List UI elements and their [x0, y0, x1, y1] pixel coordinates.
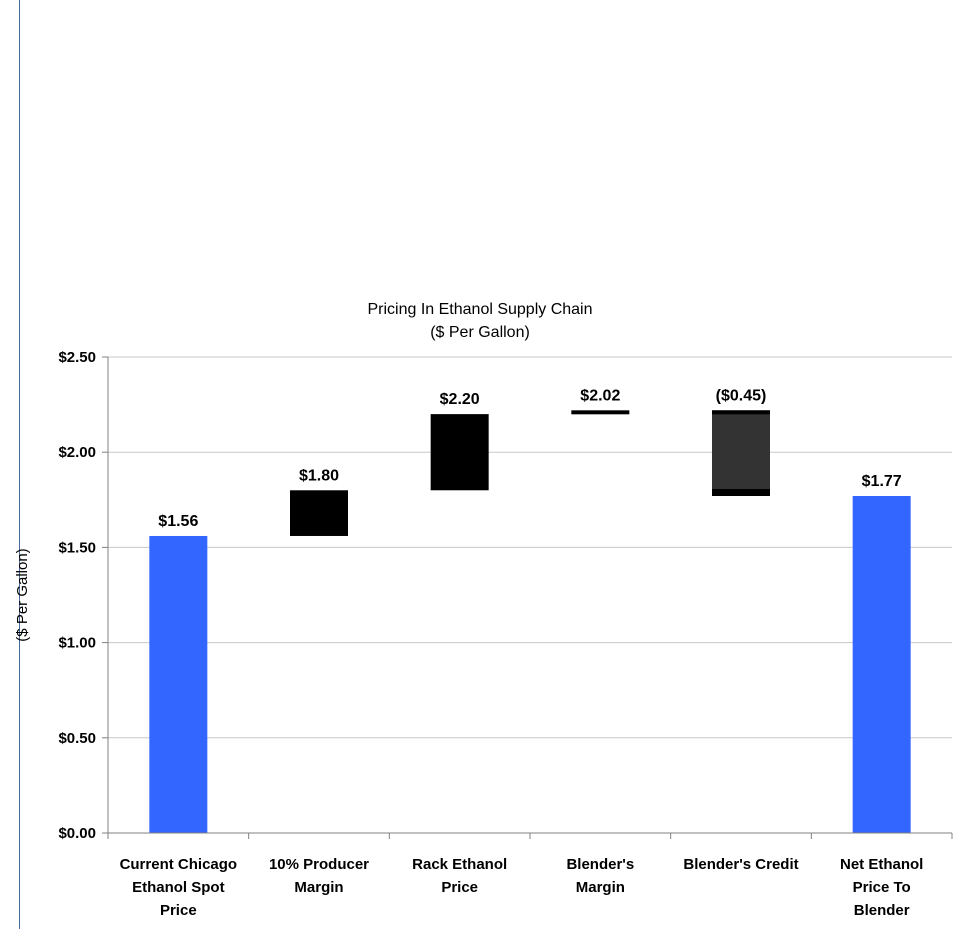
- bar-value-label: $1.56: [158, 513, 198, 530]
- bar-value-label: $2.02: [580, 387, 620, 404]
- chart-title: Pricing In Ethanol Supply Chain: [367, 301, 592, 318]
- data-labels: Current Chicago Ethanol Spot Price 10% Prod…: [120, 387, 924, 919]
- x-category-label: 10% Producer: [269, 856, 369, 873]
- bar-value-label: ($0.45): [716, 387, 767, 404]
- x-category-label: Blender: [854, 902, 910, 919]
- x-category-label: Price: [441, 879, 478, 896]
- x-category-label: Current Chicago: [120, 856, 238, 873]
- y-tick-label: $2.50: [58, 349, 96, 366]
- x-category-label: Price: [160, 902, 197, 919]
- bar-top-edge: [712, 410, 770, 415]
- bars: [149, 410, 911, 833]
- x-category-label: Ethanol Spot: [132, 879, 225, 896]
- x-category-label: Blender's Credit: [683, 856, 798, 873]
- bar-bottom-edge: [712, 488, 770, 496]
- x-category-label: Blender's: [566, 856, 634, 873]
- x-category-label: Price To: [853, 879, 911, 896]
- x-category-label: Net Ethanol: [840, 856, 923, 873]
- y-tick-label: $1.50: [58, 539, 96, 556]
- x-category-label: Rack Ethanol: [412, 856, 507, 873]
- bar: [149, 535, 208, 833]
- bar: [430, 414, 489, 491]
- grid-lines: [108, 356, 952, 739]
- bar: [712, 410, 770, 496]
- bar: [852, 495, 911, 833]
- bar-value-label: $2.20: [440, 391, 480, 408]
- axes: $0.00 $0.50 $1.00 $1.50 $2.00 $2.50: [58, 349, 953, 842]
- chart-subtitle: ($ Per Gallon): [430, 324, 530, 341]
- y-tick-label: $2.00: [58, 444, 96, 461]
- bar: [290, 490, 348, 536]
- y-tick-label: $0.00: [58, 825, 96, 842]
- bar-value-label: $1.77: [862, 473, 902, 490]
- x-category-label: Margin: [294, 879, 343, 896]
- y-tick-label: $0.50: [58, 730, 96, 747]
- bar-value-label: $1.80: [299, 467, 339, 484]
- x-category-label: Margin: [576, 879, 625, 896]
- y-axis-label: ($ Per Gallon): [14, 548, 31, 641]
- page-left-rule: [19, 0, 20, 929]
- bar: [571, 410, 630, 415]
- y-tick-label: $1.00: [58, 635, 96, 652]
